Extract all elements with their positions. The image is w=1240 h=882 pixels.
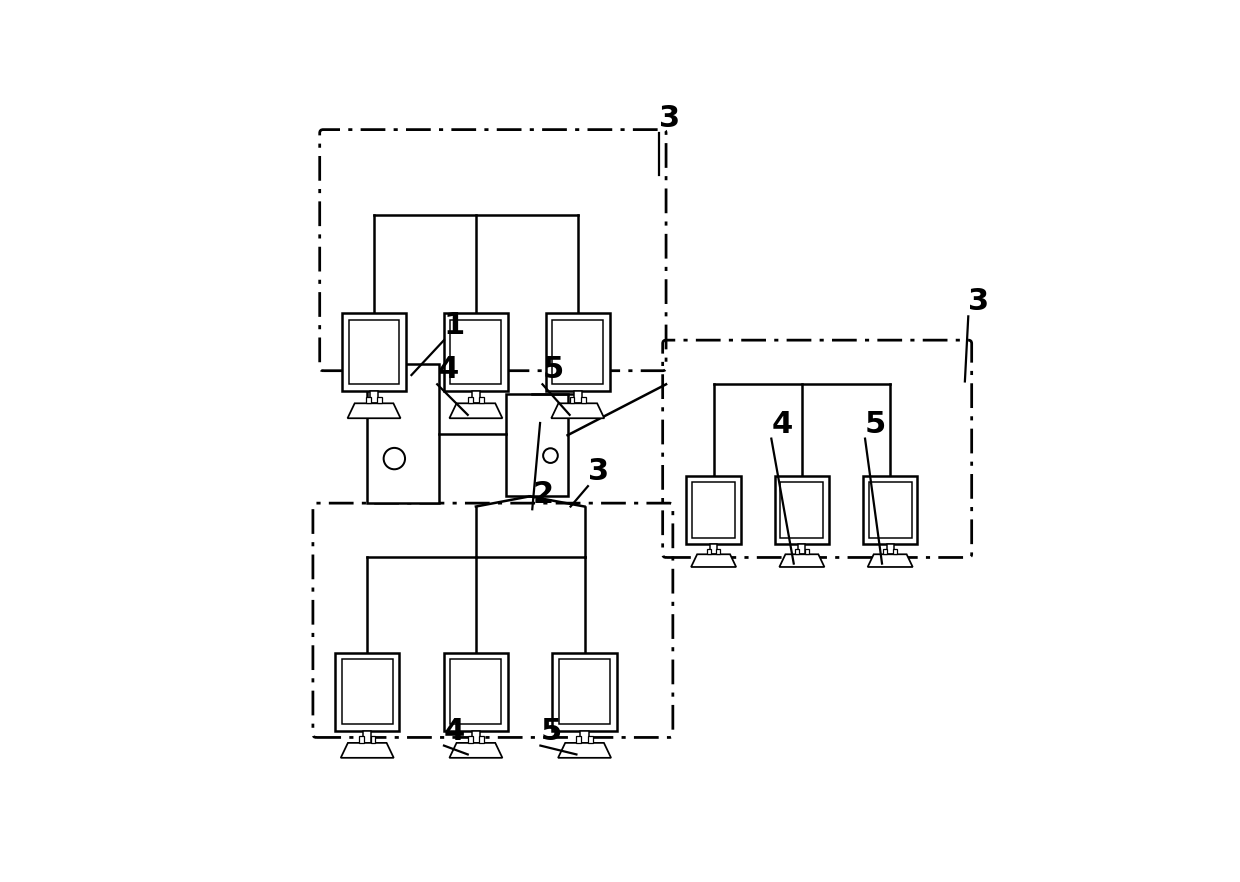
Polygon shape [780,554,825,567]
Bar [444,313,508,391]
Bar [707,549,711,554]
Bar [717,549,720,554]
Bar [799,544,805,554]
Polygon shape [558,743,611,758]
Polygon shape [449,403,502,418]
Bar [367,364,439,503]
Bar [506,394,568,497]
Circle shape [543,448,558,463]
Bar [366,397,371,403]
Bar [472,730,480,743]
Bar [552,653,616,730]
Bar [444,653,508,730]
Text: 3: 3 [588,457,609,486]
Bar [559,660,610,724]
Polygon shape [449,743,502,758]
Circle shape [383,448,405,469]
Bar [711,544,717,554]
Bar [692,482,735,538]
Text: 2: 2 [532,481,553,509]
Bar [582,397,585,403]
Bar [342,660,393,724]
Bar [546,313,610,391]
Bar [588,736,593,743]
Bar [479,736,484,743]
Text: 4: 4 [438,355,459,385]
Bar [472,391,480,403]
Bar [342,313,407,391]
Bar [869,482,911,538]
Bar [887,544,894,554]
Text: 5: 5 [541,716,562,745]
Bar [775,476,830,544]
Bar [335,653,399,730]
Polygon shape [868,554,913,567]
Bar [363,730,371,743]
Bar [795,549,799,554]
Bar [569,397,574,403]
Bar [479,397,484,403]
Bar [863,476,918,544]
Bar [360,736,363,743]
Polygon shape [341,743,394,758]
Bar [552,320,603,385]
Bar [580,730,589,743]
Bar [577,736,582,743]
Text: 5: 5 [866,409,887,438]
Bar [377,397,382,403]
Bar [467,397,472,403]
Polygon shape [552,403,604,418]
Text: 3: 3 [968,288,990,317]
Bar [574,391,582,403]
Text: 5: 5 [542,355,564,385]
Text: 3: 3 [660,104,681,133]
Bar [687,476,740,544]
Bar [348,320,399,385]
Text: 1: 1 [444,311,465,340]
Polygon shape [347,403,401,418]
Bar [450,660,501,724]
Bar [893,549,897,554]
Bar [467,736,472,743]
Bar [371,736,376,743]
Bar [370,391,378,403]
Text: 4: 4 [771,409,792,438]
Polygon shape [691,554,737,567]
Text: 4: 4 [444,716,465,745]
Bar [450,320,501,385]
Bar [780,482,823,538]
Bar [805,549,808,554]
Bar [883,549,888,554]
